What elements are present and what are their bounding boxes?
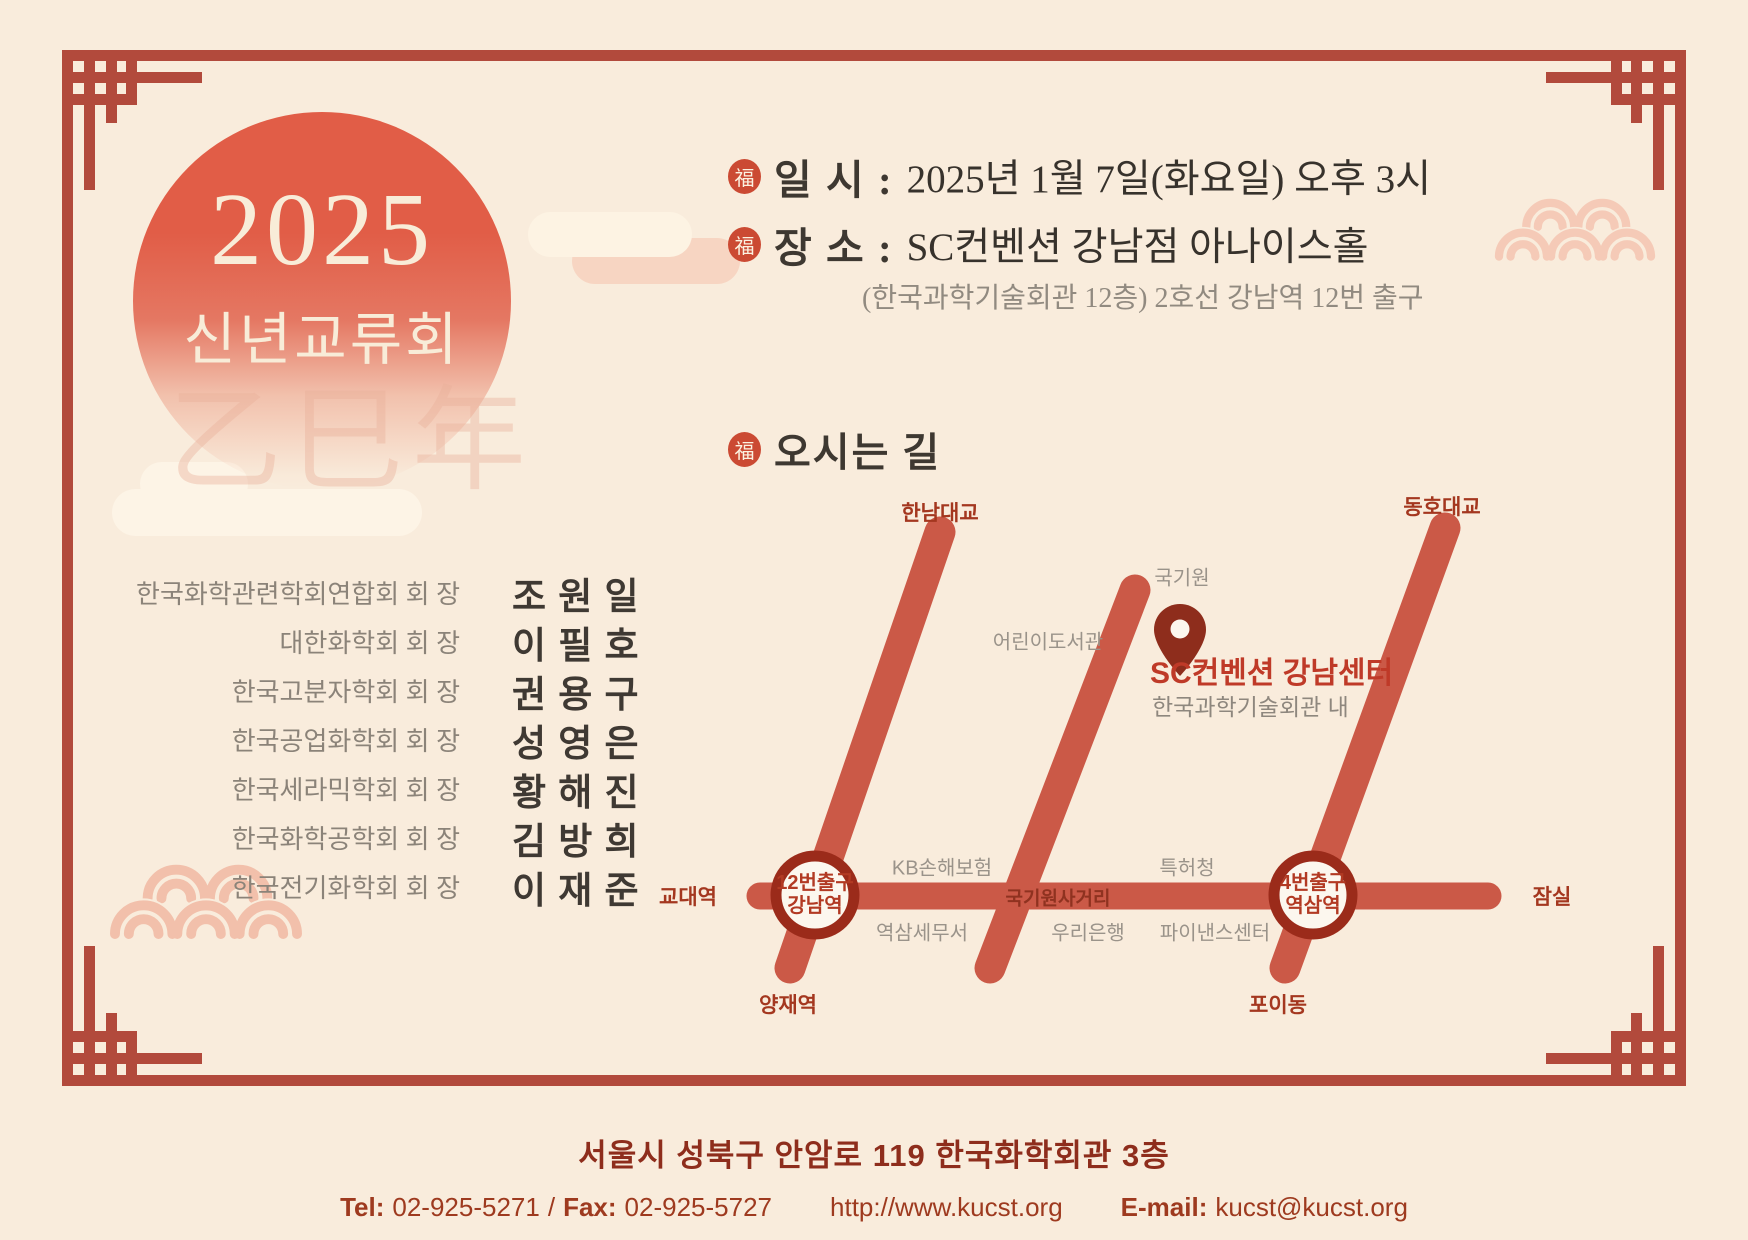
station-circle-gangnam [770, 850, 860, 940]
fortune-badge-icon: 福 [728, 431, 761, 467]
frame-top-border [62, 50, 1686, 61]
fax-value: 02-925-5727 [624, 1192, 773, 1222]
venue-note: (한국과학기술회관 12층) 2호선 강남역 12번 출구 [862, 283, 1424, 314]
map-label-yangjae-station: 양재역 [759, 994, 817, 1017]
map-venue-desc: 한국과학기술회관 내 [1152, 694, 1349, 720]
map-label-poi-dong: 포이동 [1249, 994, 1307, 1017]
station-name: 강남역 [787, 895, 843, 917]
chair-name: 김방희 [512, 821, 651, 863]
venue-label: 장 소 : [774, 225, 894, 271]
chair-org: 한국세라믹학회 회 장 [231, 776, 460, 805]
cloud-decoration-large-left [112, 489, 422, 536]
station-label-yeoksam: 4번출구 역삼역 [1280, 872, 1346, 918]
email-label: E-mail: [1120, 1192, 1208, 1222]
location-pin-icon [1154, 604, 1206, 676]
tel-value: 02-925-5271 [392, 1192, 540, 1222]
station-label-gangnam: 12번출구 강남역 [776, 872, 853, 918]
frame-left-border [62, 50, 73, 1086]
venue-row: 福 장 소 : SC컨벤션 강남점 아나이스홀 [728, 214, 1368, 274]
zodiac-watermark: 乙巳年 [168, 378, 535, 505]
year-text: 2025 [210, 172, 434, 287]
chairs-list: 한국화학관련학회연합회 회 장 조원일 대한화학회 회 장 이필호 한국고분자학… [128, 568, 651, 912]
chair-org: 한국전기화학회 회 장 [231, 874, 460, 903]
chair-row: 한국화학관련학회연합회 회 장 조원일 [128, 568, 651, 618]
datetime-label: 일 시 : [774, 157, 894, 203]
footer-address: 서울시 성북구 안암로 119 한국화학회관 3층 [578, 1138, 1170, 1173]
station-circle-yeoksam [1268, 850, 1358, 940]
fax-label: Fax: [563, 1192, 617, 1222]
map-label-children-library: 어린이도서관 [992, 631, 1104, 654]
chair-row: 한국전기화학회 회 장 이재준 [128, 862, 651, 912]
map-label-kb-insurance: KB손해보험 [891, 857, 993, 880]
wave-decoration-bottom-left-icon [92, 845, 320, 944]
chair-row: 한국고분자학회 회 장 권용구 [128, 666, 651, 716]
map-label-finance-center: 파이낸스센터 [1159, 922, 1271, 945]
datetime-value: 2025년 1월 7일(화요일) 오후 3시 [906, 158, 1431, 201]
map-label-dongho-bridge: 동호대교 [1403, 496, 1481, 519]
event-title: 신년교류회 [183, 309, 461, 372]
map-label-yeoksam-tax-office: 역삼세무서 [876, 922, 968, 945]
chair-name: 권용구 [512, 674, 651, 716]
fortune-badge-icon: 福 [728, 226, 761, 262]
directions-title-row: 福 오시는 길 [728, 420, 941, 478]
chair-name: 조원일 [512, 576, 651, 618]
corner-ornament-bottom-left-icon [62, 926, 222, 1086]
directions-title: 오시는 길 [774, 430, 942, 475]
website-url: http://www.kucst.org [830, 1192, 1063, 1222]
cloud-decoration-cream-right [528, 212, 692, 257]
map-label-patent-office: 특허청 [1159, 857, 1215, 880]
new-year-sun-circle: 2025 신년교류회 [133, 112, 511, 490]
station-name: 역삼역 [1285, 895, 1341, 917]
corner-ornament-top-left-icon [62, 50, 222, 210]
email-value: kucst@kucst.org [1215, 1192, 1408, 1222]
chair-org: 한국고분자학회 회 장 [231, 678, 460, 707]
datetime-row: 福 일 시 : 2025년 1월 7일(화요일) 오후 3시 [728, 146, 1431, 206]
corner-ornament-bottom-right-icon [1526, 926, 1686, 1086]
chair-org: 한국화학공학회 회 장 [231, 825, 460, 854]
frame-right-border [1675, 50, 1686, 1086]
map-label-gukgiwon-crossing: 국기원사거리 [1005, 888, 1111, 910]
venue-value: SC컨벤션 강남점 아나이스홀 [906, 226, 1369, 269]
footer-contact: Tel: 02-925-5271 / Fax: 02-925-5727 http… [0, 1192, 1748, 1223]
chair-row: 한국세라믹학회 회 장 황해진 [128, 764, 651, 814]
chair-org: 한국화학관련학회연합회 회 장 [136, 580, 460, 609]
chair-row: 한국공업화학회 회 장 성영은 [128, 715, 651, 765]
station-exit: 12번출구 [776, 872, 854, 894]
chair-org: 한국공업화학회 회 장 [231, 727, 460, 756]
wave-decoration-top-right-icon [1480, 182, 1670, 266]
chair-name: 황해진 [512, 772, 651, 814]
map-label-jamsil: 잠실 [1532, 886, 1572, 909]
frame-bottom-border [62, 1075, 1686, 1086]
map-label-gukgiwon: 국기원 [1154, 567, 1210, 590]
chair-name: 이필호 [512, 625, 651, 667]
chair-name: 성영은 [512, 723, 651, 765]
location-pin-hole [1170, 619, 1190, 639]
corner-ornament-top-right-icon [1526, 50, 1686, 210]
fortune-badge-icon: 福 [728, 158, 761, 194]
map-label-hannam-bridge: 한남대교 [901, 502, 979, 525]
chair-name: 이재준 [512, 870, 651, 912]
chair-org: 대한화학회 회 장 [279, 629, 460, 658]
tel-label: Tel: [340, 1192, 385, 1222]
chair-row: 한국화학공학회 회 장 김방희 [128, 813, 651, 863]
map-label-gyodae-station: 교대역 [659, 886, 717, 909]
map-label-woori-bank: 우리은행 [1051, 922, 1125, 945]
map-venue-name: SC컨벤션 강남센터 [1150, 657, 1394, 690]
station-exit: 4번출구 [1279, 872, 1347, 894]
chair-row: 대한화학회 회 장 이필호 [128, 617, 651, 667]
tel-fax-separator: / [547, 1192, 556, 1222]
